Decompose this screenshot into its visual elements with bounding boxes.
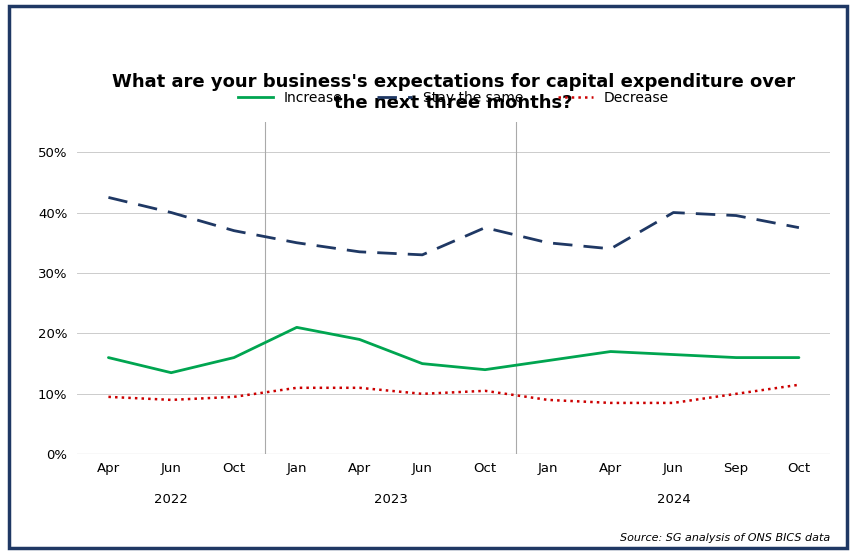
Title: What are your business's expectations for capital expenditure over
the next thre: What are your business's expectations fo… (112, 73, 795, 112)
Text: 2022: 2022 (154, 493, 188, 506)
Text: Source: SG analysis of ONS BICS data: Source: SG analysis of ONS BICS data (620, 533, 830, 543)
Text: 2024: 2024 (657, 493, 690, 506)
Legend: Increase, Stay the same, Decrease: Increase, Stay the same, Decrease (233, 86, 675, 111)
Text: 2023: 2023 (374, 493, 407, 506)
